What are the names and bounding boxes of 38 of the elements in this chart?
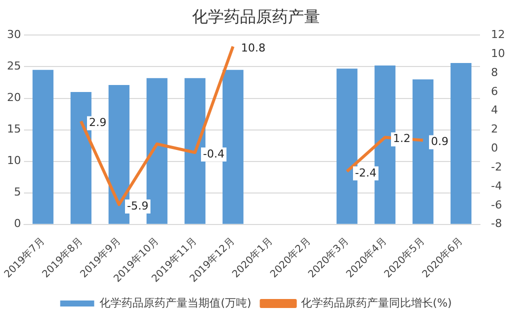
y2-tick-label: 8: [491, 66, 498, 79]
bar: [412, 79, 434, 224]
legend-label: 化学药品原药产量同比增长(%): [300, 296, 452, 310]
bar: [450, 62, 472, 224]
y-tick-label: 15: [6, 122, 21, 136]
y2-tick-label: -8: [491, 217, 502, 230]
data-label: 0.9: [431, 135, 448, 148]
bar: [108, 85, 130, 224]
y2-tick-label: 4: [491, 104, 498, 117]
bar: [32, 70, 54, 224]
bar: [336, 68, 358, 224]
y2-tick-label: 0: [491, 142, 498, 155]
y2-tick-label: 10: [491, 46, 506, 60]
bar: [222, 70, 244, 224]
data-label: -5.9: [127, 199, 148, 212]
y-tick-label: 10: [6, 154, 21, 168]
bar: [70, 92, 92, 224]
legend-label: 化学药品原药产量当期值(万吨): [100, 296, 252, 310]
y2-tick-label: 2: [491, 122, 498, 136]
y2-tick-label: -2: [491, 160, 502, 174]
y2-tick-label: -4: [491, 179, 502, 192]
y2-tick-label: 12: [491, 28, 506, 42]
y2-tick-label: -6: [491, 198, 502, 212]
bar: [374, 65, 396, 224]
data-label: 10.8: [241, 41, 266, 54]
data-label: 1.2: [393, 132, 410, 146]
bar: [146, 78, 168, 224]
y2-tick-label: 6: [491, 84, 498, 98]
y-tick-label: 5: [14, 186, 21, 199]
data-label: 2.9: [89, 116, 106, 130]
bar: [184, 78, 206, 224]
y-tick-label: 20: [6, 91, 21, 104]
data-label: -2.4: [355, 166, 376, 180]
y-tick-label: 0: [14, 217, 21, 230]
y-tick-label: 30: [6, 28, 21, 42]
data-label: -0.4: [203, 147, 224, 160]
chart-title: 化学药品原药产量: [192, 6, 320, 26]
y-tick-label: 25: [6, 60, 21, 73]
